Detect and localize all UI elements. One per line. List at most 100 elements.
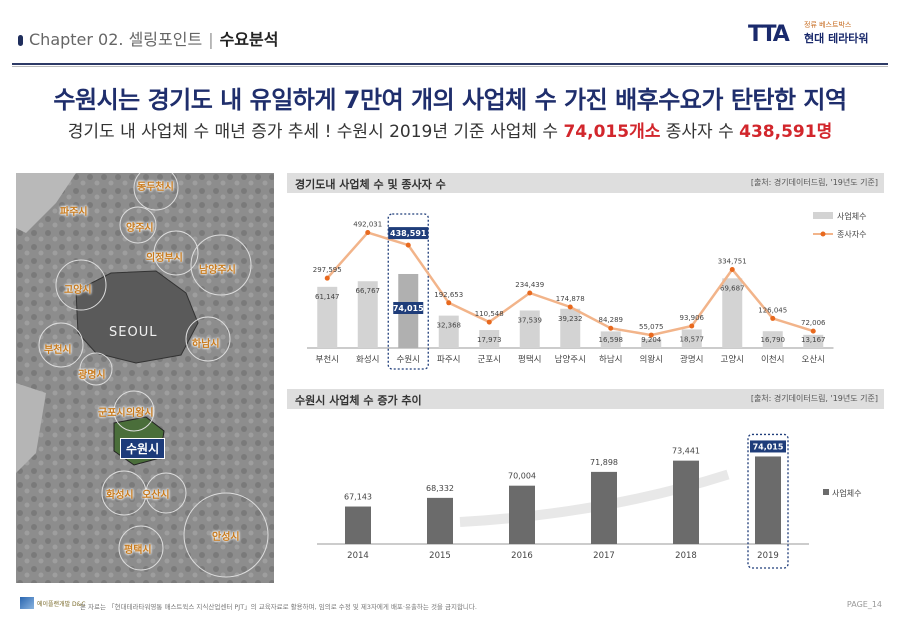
- line-value-label: 334,751: [718, 257, 747, 265]
- bar-value-label: 37,539: [518, 316, 543, 324]
- highlight-frame: [387, 213, 429, 370]
- bar-businesses: [681, 329, 702, 348]
- map-label-yangju: 양주시: [126, 223, 154, 234]
- legend-label: 사업체수: [832, 488, 861, 498]
- bar-value-label: 61,147: [315, 293, 340, 301]
- line-value-label: 174,878: [556, 295, 585, 303]
- line-point: [689, 323, 695, 329]
- area-ring: [145, 472, 187, 514]
- region-map: 동두천시 파주시 양주시 의정부시 남양주시 고양시 부천시 광명시 하남시 군…: [16, 173, 274, 583]
- map-drawing: [16, 173, 274, 583]
- page-subline: 경기도 내 사업체 수 매년 증가 추세 ! 수원시 2019년 기준 사업체 …: [0, 117, 900, 142]
- x-tick-label: 2018: [675, 551, 697, 561]
- area-ring: [55, 259, 107, 311]
- line-point: [446, 300, 452, 306]
- line-point: [486, 319, 492, 325]
- line-point: [567, 304, 573, 310]
- x-tick-label: 2014: [347, 551, 369, 561]
- highlight-line-label-box: [388, 227, 429, 240]
- legend-label: 사업체수: [837, 211, 866, 221]
- footer-disclaimer: 본 자료는 「현대테라타워영통 매스트윅스 지식산업센터 PJT」의 교육자료로…: [80, 603, 477, 611]
- header-rule: [12, 63, 888, 65]
- x-tick-label: 2019: [757, 551, 779, 561]
- bar-businesses: [438, 315, 459, 348]
- line-value-label: 72,006: [801, 319, 826, 327]
- area-ring: [113, 390, 155, 432]
- map-label-namyangju: 남양주시: [199, 265, 236, 276]
- bar-value-label: 68,332: [426, 484, 454, 493]
- worker-count: 438,591명: [739, 122, 833, 142]
- bar-value-label: 9,204: [641, 336, 662, 344]
- line-value-label: 126,045: [758, 306, 787, 314]
- bar-value-label: 18,577: [680, 335, 705, 343]
- line-point: [365, 230, 371, 236]
- bar-value-label: 73,441: [672, 447, 700, 456]
- map-label-seoul: SEOUL: [109, 325, 158, 340]
- chapter-label: Chapter 02. 셀링포인트: [29, 30, 203, 49]
- logo-name: 현대 테라타워: [804, 32, 869, 45]
- seoul-area: [75, 270, 199, 364]
- map-label-uijeongbu: 의정부시: [146, 253, 183, 264]
- line-point: [648, 332, 654, 338]
- subline-middle: 종사자 수: [660, 122, 740, 142]
- footer-brand: 에이플랜개발 D&C: [20, 597, 86, 609]
- x-tick-label: 2016: [511, 551, 533, 561]
- x-tick-label: 광명시: [680, 354, 703, 365]
- map-label-pyeongtaek: 평택시: [124, 545, 152, 556]
- bullet-icon: [18, 35, 23, 46]
- map-label-bucheon: 부천시: [44, 345, 72, 356]
- bar-value-label: 69,687: [720, 284, 745, 292]
- map-label-dongducheon: 동두천시: [137, 182, 174, 193]
- map-label-gunpo: 군포시: [98, 408, 126, 419]
- line-point: [729, 266, 735, 272]
- map-label-uiwang: 의왕시: [126, 408, 154, 419]
- legend-label: 종사자수: [837, 230, 866, 239]
- page-headline: 수원시는 경기도 내 유일하게 7만여 개의 사업체 수 가진 배후수요가 탄탄…: [53, 86, 847, 114]
- chart2-source: [출처: 경기데이터드림, '19년도 기준]: [750, 394, 878, 403]
- subline-prefix: 경기도 내 사업체 수 매년 증가 추세 ! 수원시 2019년 기준 사업체 …: [67, 122, 564, 142]
- map-label-paju: 파주시: [60, 207, 88, 218]
- legend-swatch-businesses: [823, 489, 829, 495]
- area-ring: [153, 230, 199, 276]
- building-logo-icon: [20, 597, 34, 609]
- chart1-plot: 부천시 61,147 화성시 66,767 수원시 파주시 32,368 군포시 17,973 평…: [307, 211, 866, 370]
- bar-value-label: 74,015: [393, 304, 424, 313]
- bar-value-label: 32,368: [437, 322, 462, 330]
- map-sea-area: [16, 173, 76, 233]
- top-bar: Chapter 02. 셀링포인트 | 수요분석 TTA 정류 베스트박스 현대 테…: [0, 0, 900, 64]
- x-tick-label: 오산시: [802, 354, 825, 365]
- map-label-hanam: 하남시: [192, 339, 220, 350]
- bar-businesses: [357, 281, 378, 348]
- breadcrumb-separator: |: [208, 30, 214, 49]
- chart1-header: 경기도내 사업체 수 및 종사자 수 [출처: 경기데이터드림, '19년도 기…: [287, 173, 884, 193]
- line-point: [810, 328, 816, 334]
- bar-value-label: 71,898: [590, 458, 618, 467]
- line-point: [527, 290, 533, 296]
- line-point: [324, 275, 330, 281]
- area-ring: [118, 525, 164, 571]
- bar-value-label: 67,143: [344, 493, 372, 502]
- map-terrain: [16, 173, 274, 583]
- highlight-bar-label-box: [750, 440, 786, 453]
- logo-mark: TTA: [748, 22, 790, 47]
- x-tick-label: 화성시: [356, 355, 379, 365]
- line-value-label: 55,075: [639, 323, 664, 331]
- brand-logo: TTA 정류 베스트박스 현대 테라타워: [748, 20, 878, 48]
- bar-businesses: [317, 286, 338, 348]
- map-coast-area: [16, 383, 46, 473]
- bar-businesses: [755, 456, 781, 544]
- line-value-label: 110,548: [475, 310, 504, 318]
- bar-businesses: [600, 331, 621, 348]
- chart2-plot: 2014 67,143 2015 68,332 2016 70,004 2017 71,898…: [317, 433, 861, 569]
- header-rule-thin: [12, 66, 888, 67]
- area-ring: [183, 492, 269, 578]
- x-tick-label: 부천시: [316, 354, 339, 365]
- area-ring: [79, 352, 113, 386]
- map-label-anseong: 안성시: [212, 532, 240, 543]
- x-tick-label: 이천시: [761, 354, 784, 365]
- bar-businesses: [673, 460, 699, 544]
- line-point: [770, 315, 776, 321]
- area-ring: [119, 206, 157, 244]
- x-tick-label: 파주시: [437, 355, 460, 365]
- chapter-breadcrumb: Chapter 02. 셀링포인트 | 수요분석: [18, 26, 278, 50]
